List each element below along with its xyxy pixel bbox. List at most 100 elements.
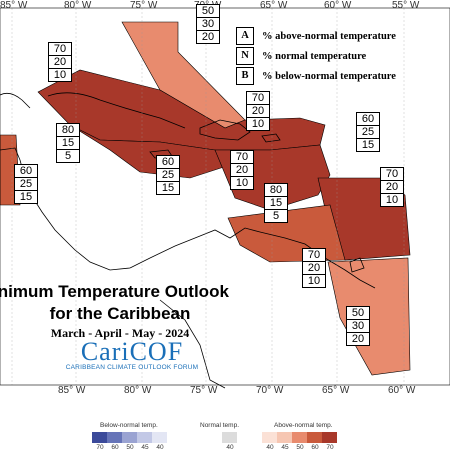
prob-below: 15 — [161, 182, 175, 194]
lon-label-top: 60° W — [324, 0, 352, 11]
prob-normal: 20 — [381, 181, 403, 194]
lon-label-top: 85° W — [0, 0, 28, 11]
below-scale-swatch — [122, 432, 137, 443]
legend-key-n: N — [236, 47, 254, 65]
coast-south-america-east — [159, 299, 226, 389]
caricof-logo: CariCOF CARIBBEAN CLIMATE OUTLOOK FORUM — [42, 337, 222, 372]
map-title: inimum Temperature Outlook for the Carib… — [0, 282, 240, 341]
prob-normal: 15 — [57, 137, 79, 150]
scale-title-normal: Normal temp. — [200, 422, 240, 429]
normal-scale-swatch — [222, 432, 237, 443]
legend-row-below: B % below-normal temperature — [236, 66, 396, 86]
prob-normal: 15 — [265, 197, 287, 210]
probability-box: 70 20 10 — [380, 167, 404, 207]
prob-normal: 20 — [303, 262, 325, 275]
probability-box: 70 20 10 — [48, 42, 72, 82]
prob-normal: 20 — [247, 105, 269, 118]
probability-box: 50 30 20 — [346, 306, 370, 346]
probability-box: 70 20 10 — [246, 91, 270, 131]
title-line-2: for the Caribbean — [49, 304, 191, 323]
probability-box: 60 25 15 — [156, 155, 180, 195]
logo-wordmark: CariCOF — [80, 337, 184, 366]
prob-below: 5 — [272, 210, 280, 222]
below-scale-swatch — [92, 432, 107, 443]
legend-key-b: B — [236, 67, 254, 85]
probability-box: 60 25 15 — [14, 164, 38, 204]
abn-legend: A % above-normal temperature N % normal … — [236, 26, 396, 86]
above-scale-swatch — [292, 432, 307, 443]
title-line-1: inimum Temperature Outlook — [0, 282, 229, 301]
probability-box: 60 25 15 — [356, 112, 380, 152]
prob-below: 10 — [307, 275, 321, 287]
prob-above: 80 — [57, 124, 79, 137]
prob-above: 70 — [247, 92, 269, 105]
above-scale-swatch — [262, 432, 277, 443]
probability-box: 80 15 5 — [264, 183, 288, 223]
scale-title-above: Above-normal temp. — [274, 422, 333, 429]
coast-florida-cuba — [0, 92, 186, 129]
coast-puerto-rico — [261, 133, 281, 143]
above-scale-tick: 50 — [296, 444, 304, 451]
prob-above: 70 — [381, 168, 403, 181]
legend-text-normal: % normal temperature — [262, 50, 367, 62]
prob-below: 20 — [351, 333, 365, 345]
above-scale-tick: 40 — [266, 444, 274, 451]
below-scale-tick: 40 — [156, 444, 164, 451]
prob-above: 50 — [347, 307, 369, 320]
coast-trinidad — [349, 257, 365, 273]
probability-box: 80 15 5 — [56, 123, 80, 163]
lon-label-bottom: 70° W — [256, 385, 284, 396]
prob-normal: 20 — [49, 56, 71, 69]
prob-below: 5 — [64, 150, 72, 162]
legend-text-below: % below-normal temperature — [262, 70, 396, 82]
above-scale-swatch — [322, 432, 337, 443]
lon-label-top: 75° W — [130, 0, 158, 11]
prob-above: 60 — [15, 165, 37, 178]
below-scale-tick: 70 — [96, 444, 104, 451]
prob-above: 80 — [265, 184, 287, 197]
lon-label-bottom: 65° W — [322, 385, 350, 396]
coast-panama-colombia — [129, 227, 261, 269]
prob-below: 15 — [19, 191, 33, 203]
below-scale-tick: 60 — [111, 444, 119, 451]
scale-title-below: Below-normal temp. — [100, 422, 158, 429]
probability-box: 70 20 10 — [302, 248, 326, 288]
lon-label-top: 80° W — [64, 0, 92, 11]
legend-key-a: A — [236, 27, 254, 45]
lon-label-bottom: 80° W — [124, 385, 152, 396]
lon-label-top: 55° W — [392, 0, 420, 11]
probability-box: 70 20 10 — [230, 150, 254, 190]
lon-label-bottom: 75° W — [190, 385, 218, 396]
normal-scale-tick: 40 — [226, 444, 234, 451]
title-period: March - April - May - 2024 — [50, 326, 190, 340]
lon-label-top: 65° W — [260, 0, 288, 11]
map-frame — [0, 7, 450, 386]
prob-above: 70 — [231, 151, 253, 164]
lon-label-bottom: 60° W — [388, 385, 416, 396]
legend-row-normal: N % normal temperature — [236, 46, 396, 66]
prob-below: 10 — [251, 118, 265, 130]
above-scale-tick: 45 — [281, 444, 289, 451]
prob-normal: 30 — [347, 320, 369, 333]
prob-below: 20 — [201, 31, 215, 43]
prob-below: 10 — [53, 69, 67, 81]
prob-above: 50 — [197, 5, 219, 18]
below-scale-tick: 50 — [126, 444, 134, 451]
above-scale-tick: 70 — [326, 444, 334, 451]
prob-above: 60 — [157, 156, 179, 169]
prob-normal: 25 — [157, 169, 179, 182]
logo-subtitle: CARIBBEAN CLIMATE OUTLOOK FORUM — [65, 364, 199, 371]
below-scale-swatch — [137, 432, 152, 443]
below-scale-swatch — [152, 432, 167, 443]
above-scale-swatch — [307, 432, 322, 443]
lon-label-bottom: 85° W — [58, 385, 86, 396]
prob-below: 10 — [235, 177, 249, 189]
legend-row-above: A % above-normal temperature — [236, 26, 396, 46]
prob-above: 70 — [49, 43, 71, 56]
prob-normal: 30 — [197, 18, 219, 31]
legend-text-above: % above-normal temperature — [262, 30, 396, 42]
above-scale-tick: 60 — [311, 444, 319, 451]
probability-box: 50 30 20 — [196, 4, 220, 44]
below-scale-tick: 45 — [141, 444, 149, 451]
below-scale-swatch — [107, 432, 122, 443]
